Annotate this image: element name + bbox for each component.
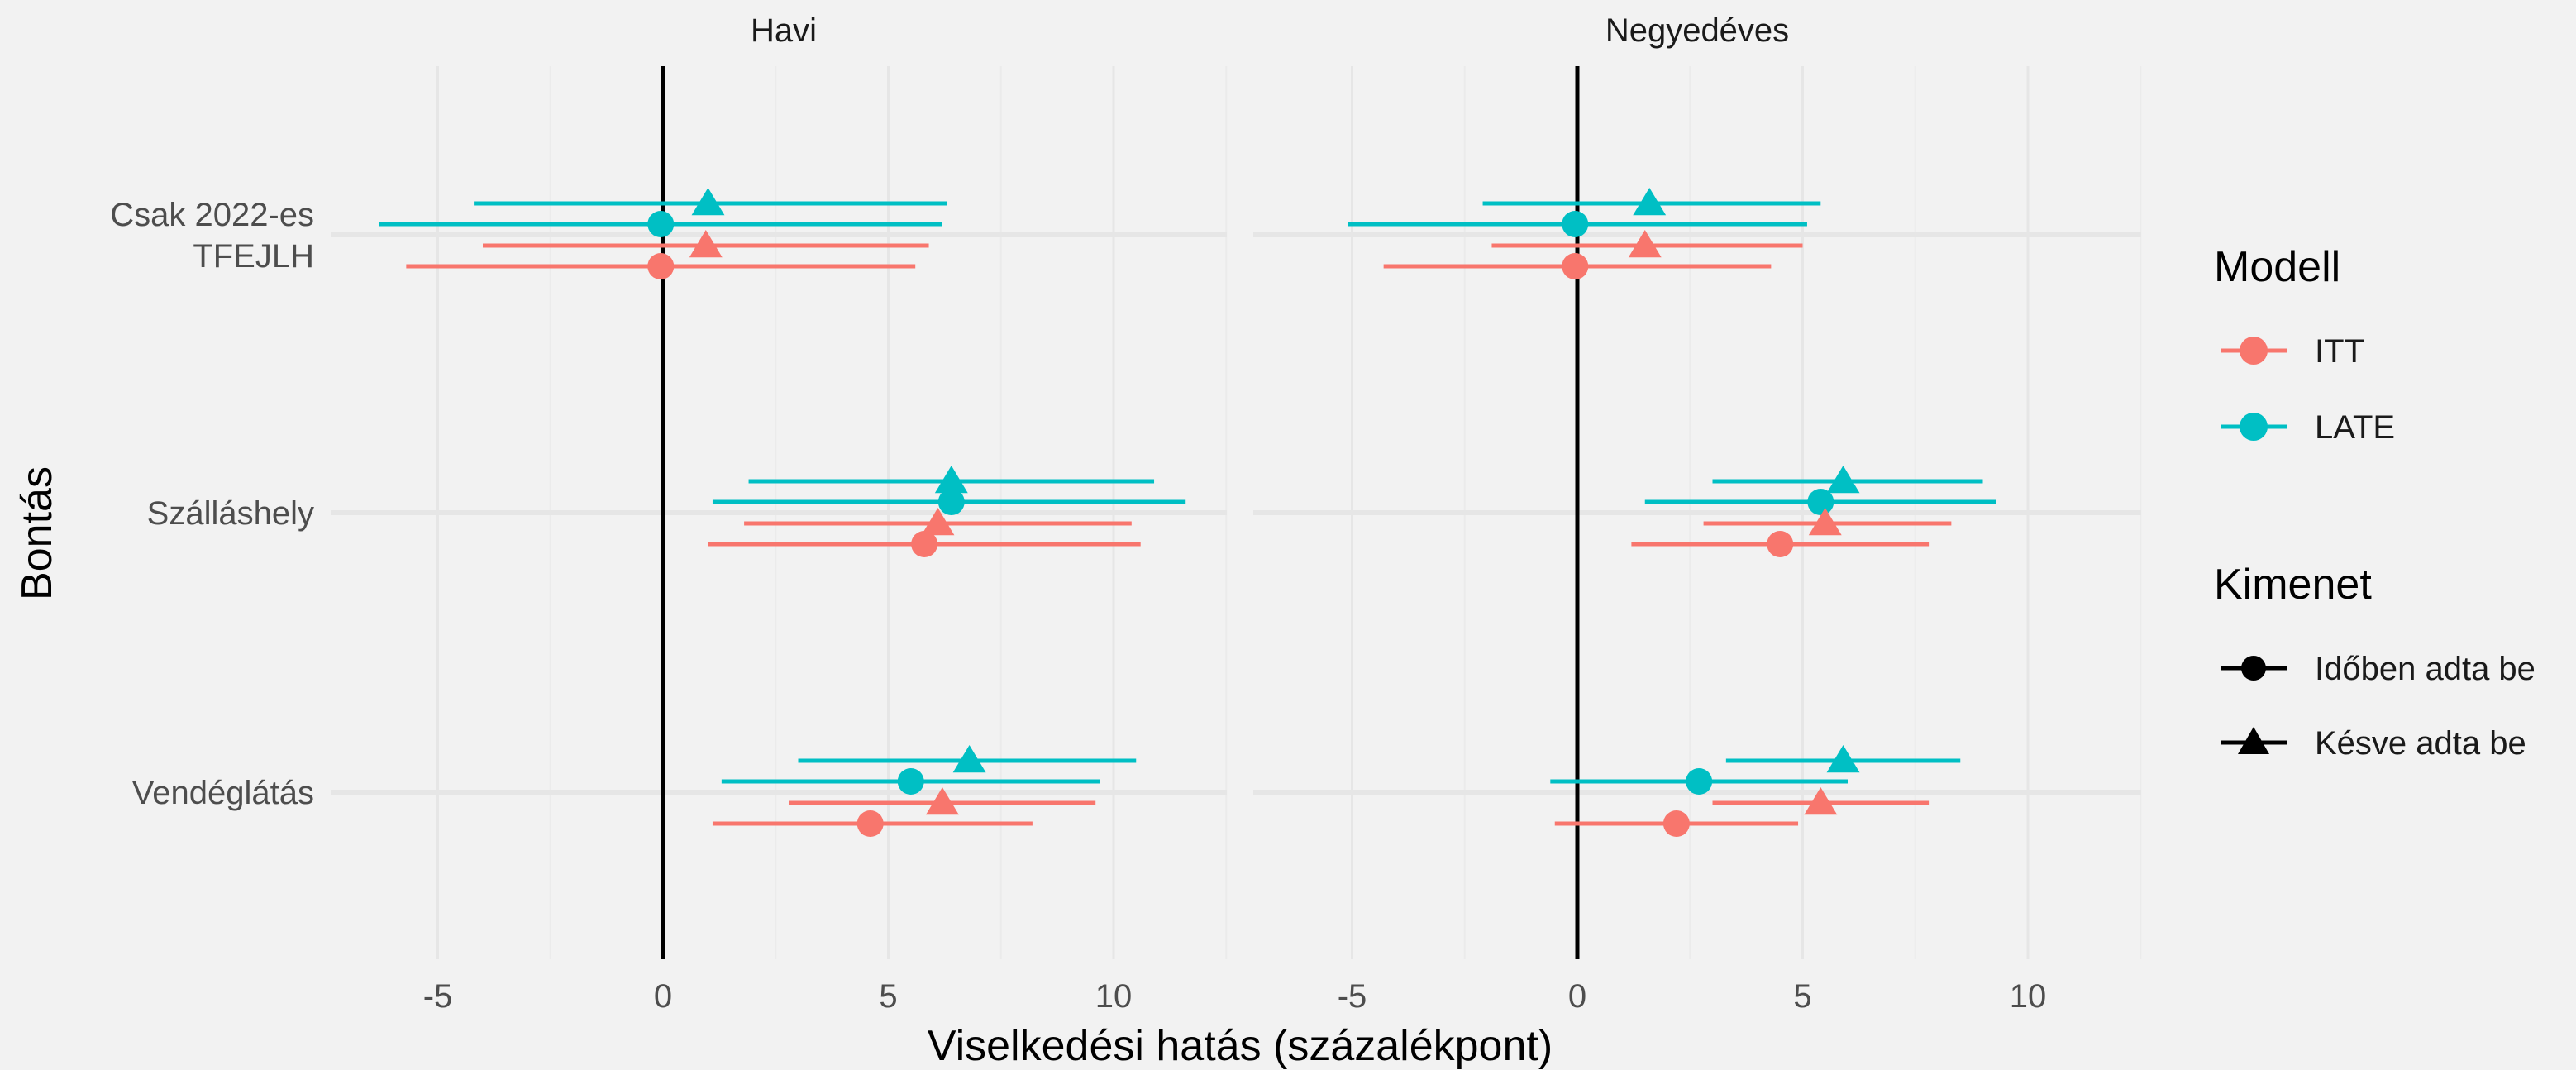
point-triangle-4 [934,466,968,494]
x-tick-label-p1-2: 5 [1793,978,1811,1015]
legend-modell: Modell ITT LATE [2214,243,2395,446]
y-tick-label-0-0: Csak 2022-es [110,197,314,233]
legend-item-itt: ITT [2221,333,2364,370]
point-circle-3 [647,253,675,279]
y-axis-title: Bontás [13,466,61,600]
x-tick-label-p1-3: 10 [2010,978,2047,1015]
legend-kesve-triangle [2238,727,2269,754]
x-tick-label-p0-2: 5 [879,978,897,1015]
point-circle-17 [1807,489,1834,515]
point-triangle-2 [689,230,723,258]
legend-itt-dot [2240,337,2268,365]
legend-item-idoben: Időben adta be [2221,651,2535,687]
legend-late-dot [2240,413,2268,441]
legend-modell-title: Modell [2214,243,2340,291]
point-triangle-0 [691,188,725,216]
y-tick-label-2-0: Vendéglátás [132,775,314,811]
point-circle-1 [647,211,675,237]
y-tick-label-1-0: Szálláshely [147,495,314,532]
point-circle-7 [911,531,938,557]
legend-item-late: LATE [2221,409,2395,446]
legend-itt-label: ITT [2315,333,2364,370]
x-tick-label-p0-3: 10 [1095,978,1133,1015]
point-circle-13 [1562,211,1589,237]
panel-title-havi: Havi [751,12,817,49]
x-tick-label-p1-0: -5 [1338,978,1367,1015]
point-circle-23 [1662,810,1690,837]
point-triangle-20 [1826,745,1860,773]
axis-layer: -5 0 5 10 -5 0 5 10 Csak 2022-es TFEJLH Szálláshel… [110,197,2046,1015]
point-triangle-18 [1808,508,1842,536]
legend-idoben-dot [2241,656,2266,681]
point-circle-15 [1562,253,1589,279]
point-triangle-14 [1628,230,1662,258]
point-triangle-6 [921,508,955,536]
legend-kimenet: Kimenet Időben adta be Késve adta be [2214,561,2535,762]
x-axis-title: Viselkedési hatás (százalékpont) [928,1022,1553,1070]
point-circle-11 [856,810,884,837]
point-circle-19 [1767,531,1794,557]
point-triangle-12 [1633,188,1667,216]
point-triangle-8 [952,745,986,773]
legend-item-kesve: Késve adta be [2221,725,2526,762]
legend-idoben-label: Időben adta be [2315,651,2535,687]
legend-late-label: LATE [2315,409,2395,446]
marks-layer [379,188,1996,837]
legend-kimenet-title: Kimenet [2214,561,2372,609]
panel-title-negyedeves: Negyedéves [1605,12,1789,49]
point-triangle-16 [1826,466,1860,494]
x-tick-label-p0-1: 0 [654,978,672,1015]
y-tick-label-0-1: TFEJLH [193,238,314,275]
point-circle-21 [1686,768,1713,795]
point-triangle-22 [1804,787,1838,815]
point-circle-9 [897,768,924,795]
x-tick-label-p1-1: 0 [1568,978,1586,1015]
x-tick-label-p0-0: -5 [423,978,453,1015]
point-circle-5 [937,489,965,515]
legend-kesve-label: Késve adta be [2315,725,2526,762]
point-triangle-10 [925,787,959,815]
